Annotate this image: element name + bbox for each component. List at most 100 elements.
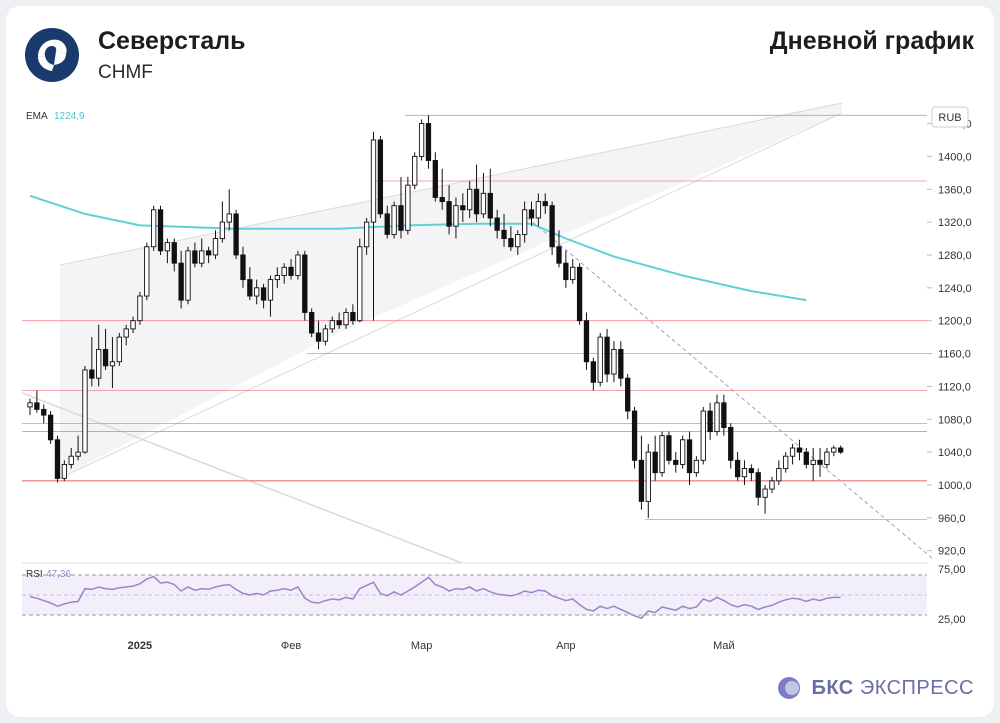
- candle: [288, 259, 294, 280]
- time-axis: 2025 Фев Мар Апр Май: [128, 640, 735, 652]
- candle: [82, 365, 88, 454]
- candle: [178, 250, 184, 309]
- candle: [576, 263, 583, 325]
- candle: [714, 394, 720, 436]
- candle: [432, 152, 438, 202]
- horizontal-levels: [22, 114, 927, 520]
- price-tick-label: 1280,0: [938, 250, 972, 262]
- candle: [96, 324, 102, 387]
- candle: [473, 164, 480, 223]
- candle: [838, 445, 844, 454]
- severstal-logo-icon: [25, 28, 79, 82]
- ema-label: EMA: [26, 111, 48, 122]
- candle: [556, 230, 562, 268]
- price-tick-label: 1040,0: [938, 447, 972, 459]
- price-tick-label: 1240,0: [938, 283, 972, 295]
- candle: [61, 460, 68, 481]
- candle: [329, 316, 335, 333]
- candle: [734, 452, 741, 481]
- brand: БКС ЭКСПРЕСС: [777, 676, 974, 700]
- candle: [68, 448, 74, 469]
- candle: [322, 324, 329, 346]
- rsi-label: RSI: [26, 569, 43, 580]
- candle: [796, 439, 803, 461]
- price-tick-label: 1000,0: [938, 480, 972, 492]
- candle: [625, 374, 631, 420]
- price-tick-label: 1400,0: [938, 151, 972, 163]
- candle: [487, 168, 493, 227]
- candle: [515, 230, 521, 255]
- candle: [494, 209, 500, 239]
- candle: [508, 226, 514, 251]
- company-name: Северсталь: [98, 27, 246, 55]
- candle: [219, 201, 226, 243]
- candle: [302, 250, 308, 321]
- candle: [467, 181, 473, 218]
- candle: [817, 448, 823, 477]
- candle: [75, 435, 81, 461]
- candle: [535, 193, 542, 227]
- candle: [425, 115, 432, 169]
- currency-box: [931, 106, 969, 128]
- candle: [480, 172, 487, 218]
- candle: [89, 337, 95, 387]
- candle: [47, 411, 54, 444]
- time-tick-label: 2025: [128, 640, 152, 652]
- candle: [363, 218, 370, 255]
- candle: [597, 333, 603, 387]
- time-tick-label: Фев: [281, 640, 301, 652]
- candle: [405, 176, 411, 235]
- ema-line: [29, 194, 807, 302]
- candle: [315, 320, 322, 350]
- candle: [673, 452, 679, 473]
- brand-name: БКС ЭКСПРЕСС: [811, 676, 974, 699]
- candle: [164, 238, 171, 264]
- price-axis: 920,0 960,0 1000,0 1040,0 1080,0 1120,0 1160,0…: [927, 119, 972, 558]
- ema-value: 1224,9: [54, 111, 85, 122]
- price-tick-label: 1080,0: [938, 414, 972, 426]
- candle: [199, 238, 205, 268]
- candle: [590, 357, 596, 391]
- candle: [123, 324, 129, 346]
- candle: [439, 168, 445, 210]
- candle: [254, 279, 260, 305]
- channel-lower-line: [59, 112, 843, 479]
- candle: [27, 398, 33, 416]
- candle: [618, 341, 624, 387]
- candle: [336, 312, 342, 329]
- candle: [810, 448, 816, 481]
- candle: [137, 291, 143, 325]
- candle: [460, 193, 466, 223]
- candle: [521, 201, 528, 243]
- bks-logo-icon: [778, 677, 801, 699]
- price-tick-label: 1120,0: [938, 381, 971, 393]
- price-tick-label: 920,0: [938, 546, 966, 558]
- candle: [295, 250, 301, 280]
- candle: [707, 402, 713, 440]
- candle: [281, 263, 287, 284]
- candle: [652, 435, 658, 481]
- candles: [27, 115, 844, 518]
- candle: [343, 308, 349, 329]
- candle: [645, 443, 651, 518]
- candle: [384, 205, 390, 239]
- candle: [260, 283, 267, 309]
- candle: [412, 152, 418, 190]
- candle: [831, 445, 837, 457]
- candle: [748, 464, 755, 481]
- candle: [803, 448, 809, 469]
- candle: [171, 238, 177, 272]
- price-tick-label: 1160,0: [938, 349, 971, 361]
- time-tick-label: Май: [713, 640, 735, 652]
- candle: [151, 205, 157, 251]
- candle: [542, 193, 548, 214]
- candle: [212, 230, 219, 260]
- channel-upper-line: [59, 103, 843, 266]
- price-tick-label: 960,0: [938, 513, 966, 525]
- candle: [267, 275, 274, 317]
- candle: [755, 468, 761, 506]
- price-tick-label: 1360,0: [938, 184, 972, 196]
- candle: [528, 201, 535, 227]
- rsi-value: 47,36: [46, 569, 71, 580]
- candle: [638, 435, 645, 510]
